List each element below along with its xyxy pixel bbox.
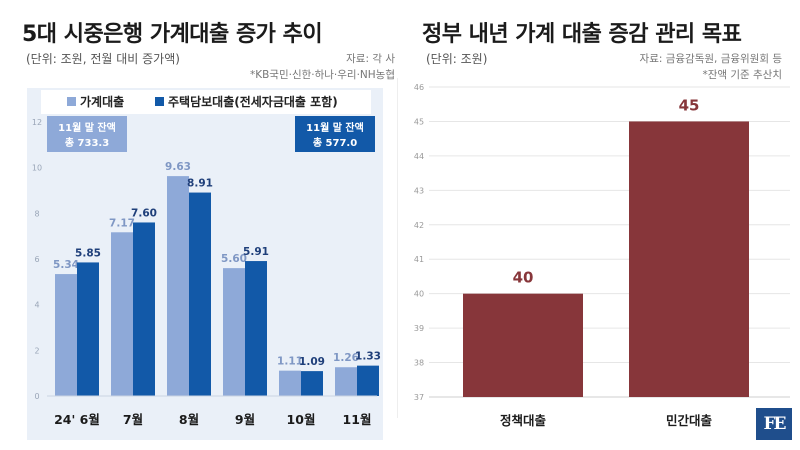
right-source: 자료: 금융감독원, 금융위원회 등	[639, 53, 782, 65]
left-bar-value-label: 7.60	[131, 207, 157, 219]
left-source-note: *KB국민·신한·하나·우리·NH농협	[249, 69, 395, 81]
left-x-category-label: 10월	[287, 412, 316, 427]
right-y-tick: 42	[414, 221, 424, 230]
right-bar	[463, 293, 583, 397]
right-y-tick: 43	[414, 186, 424, 195]
left-legend-background	[41, 90, 371, 114]
left-bar	[189, 192, 211, 396]
left-bar	[133, 222, 155, 396]
left-legend-label: 가계대출	[80, 94, 124, 109]
left-legend-label: 주택담보대출(전세자금대출 포함)	[168, 94, 338, 109]
left-bar	[279, 370, 301, 396]
left-bar-chart: 0 2 4 6 8 10 12 가계대출 주택담보대출(전세자금대출 포함) 11월 말 잔액총 …	[27, 88, 383, 440]
right-chart-panel: 정부 내년 가계 대출 증감 관리 목표 (단위: 조원) 자료: 금융감독원,…	[400, 0, 800, 450]
right-y-tick: 45	[414, 117, 424, 126]
right-bar	[629, 121, 749, 397]
right-bar-chart: 37 38 39 40 41 42 43 44 45 46 40 정책대출 45 민간대출	[414, 83, 790, 428]
right-chart-unit: (단위: 조원)	[426, 52, 488, 66]
left-x-category-label: 7월	[123, 412, 143, 427]
left-y-tick: 10	[32, 164, 42, 173]
left-y-tick: 6	[34, 255, 39, 264]
left-bar-value-label: 1.09	[299, 356, 325, 368]
left-y-tick: 8	[34, 209, 39, 218]
left-chart-title: 5대 시중은행 가계대출 증가 추이	[22, 22, 323, 47]
right-y-tick: 38	[414, 359, 424, 368]
left-chart-panel: 5대 시중은행 가계대출 증가 추이 (단위: 조원, 전월 대비 증가액) 자…	[0, 0, 395, 450]
left-chart-unit: (단위: 조원, 전월 대비 증가액)	[26, 52, 180, 66]
left-bar-value-label: 5.34	[53, 259, 79, 271]
right-chart-title: 정부 내년 가계 대출 증감 관리 목표	[422, 22, 742, 47]
left-y-tick: 0	[34, 392, 39, 401]
panel-divider	[397, 78, 398, 418]
left-bar	[111, 232, 133, 396]
left-bar-value-label: 5.91	[243, 246, 269, 258]
left-bar-value-label: 5.85	[75, 247, 101, 259]
left-bar	[223, 268, 245, 396]
balance-annotation-box	[47, 116, 127, 152]
right-y-tick: 41	[414, 255, 424, 264]
right-bar-value-label: 40	[513, 269, 534, 287]
left-x-category-label: 9월	[235, 412, 255, 427]
left-legend-swatch	[155, 97, 164, 106]
right-y-tick: 39	[414, 324, 424, 333]
fe-logo: FE	[756, 408, 792, 440]
balance-annotation-line2: 총 577.0	[313, 136, 357, 149]
left-bar	[77, 262, 99, 396]
left-bar-value-label: 1.33	[355, 351, 381, 363]
right-y-tick: 44	[414, 152, 424, 161]
left-x-category-label: 24' 6월	[54, 412, 100, 427]
left-legend-swatch	[67, 97, 76, 106]
right-bar-value-label: 45	[679, 96, 700, 114]
left-y-tick: 2	[34, 346, 39, 355]
balance-annotation-box	[295, 116, 375, 152]
left-y-tick: 4	[34, 301, 39, 310]
right-y-tick: 46	[414, 83, 424, 92]
left-bar	[55, 274, 77, 396]
left-bar	[245, 261, 267, 396]
left-bar-value-label: 1.26	[333, 352, 359, 364]
left-bar	[357, 365, 379, 396]
left-bar-value-label: 7.17	[109, 217, 135, 229]
left-bar-value-label: 8.91	[187, 178, 213, 190]
left-bar	[335, 367, 357, 396]
left-bar-value-label: 9.63	[165, 161, 191, 173]
balance-annotation-line1: 11월 말 잔액	[306, 121, 364, 134]
left-y-tick: 12	[32, 118, 42, 127]
left-bar	[301, 371, 323, 396]
left-source: 자료: 각 사	[346, 53, 395, 65]
right-x-category-label: 정책대출	[500, 413, 547, 428]
balance-annotation-line1: 11월 말 잔액	[58, 121, 116, 134]
left-bar	[167, 176, 189, 396]
right-y-tick: 40	[414, 290, 424, 299]
left-x-category-label: 11월	[343, 412, 372, 427]
left-x-category-label: 8월	[179, 412, 199, 427]
right-y-tick: 37	[414, 393, 424, 402]
left-bar-value-label: 1.11	[277, 356, 303, 368]
right-source-note: *잔액 기준 추산치	[702, 69, 782, 81]
balance-annotation-line2: 총 733.3	[65, 136, 109, 149]
right-x-category-label: 민간대출	[666, 413, 713, 428]
left-bar-value-label: 5.60	[221, 253, 247, 265]
